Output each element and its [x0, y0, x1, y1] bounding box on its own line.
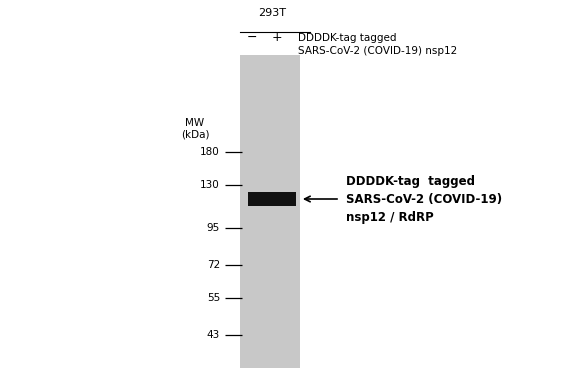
Text: 43: 43 [207, 330, 220, 340]
Text: 95: 95 [207, 223, 220, 233]
Text: −: − [247, 31, 257, 44]
Text: +: + [272, 31, 282, 44]
FancyBboxPatch shape [248, 192, 296, 206]
Text: MW
(kDa): MW (kDa) [181, 118, 209, 139]
Text: DDDDK-tag tagged
SARS-CoV-2 (COVID-19) nsp12: DDDDK-tag tagged SARS-CoV-2 (COVID-19) n… [298, 33, 457, 56]
Text: 72: 72 [207, 260, 220, 270]
Text: 293T: 293T [258, 8, 286, 18]
Text: DDDDK-tag  tagged
SARS-CoV-2 (COVID-19)
nsp12 / RdRP: DDDDK-tag tagged SARS-CoV-2 (COVID-19) n… [346, 175, 502, 223]
Text: 55: 55 [207, 293, 220, 303]
FancyBboxPatch shape [240, 55, 300, 368]
Text: 130: 130 [200, 180, 220, 190]
Text: 180: 180 [200, 147, 220, 157]
